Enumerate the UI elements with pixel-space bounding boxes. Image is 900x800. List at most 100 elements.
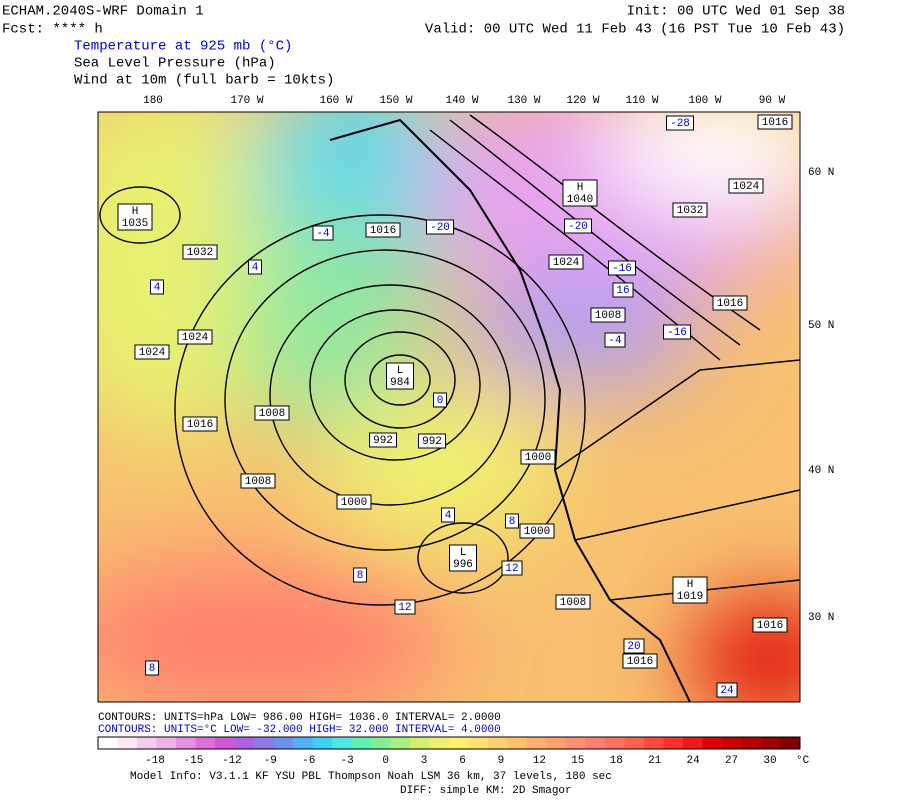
map-label: 992	[373, 435, 393, 447]
colorbar-swatch	[741, 737, 762, 749]
longitude-label: 180	[143, 95, 163, 107]
longitude-label: 160 W	[319, 95, 352, 107]
label-box	[612, 282, 634, 298]
map-label: 1024	[182, 332, 209, 344]
label-box	[728, 178, 764, 194]
label-box	[336, 494, 372, 510]
label-box	[716, 682, 738, 698]
valid-time: Valid: 00 UTC Wed 11 Feb 43 (16 PST Tue …	[425, 22, 845, 38]
colorbar-swatch	[702, 737, 723, 749]
colorbar-swatch	[117, 737, 138, 749]
label-box	[752, 617, 788, 633]
map-label: H	[132, 206, 139, 218]
colorbar-label: -15	[184, 755, 204, 767]
colorbar-swatch	[722, 737, 742, 749]
label-box	[520, 449, 556, 465]
colorbar-label: 0	[382, 755, 389, 767]
map-label: 984	[390, 377, 410, 389]
map-label: -16	[667, 327, 687, 339]
label-box	[622, 653, 658, 669]
label-box	[433, 392, 447, 408]
colorbar-swatch	[234, 737, 255, 749]
label-box	[604, 332, 626, 348]
longitude-label: 90 W	[759, 95, 786, 107]
map-label: 12	[398, 602, 411, 614]
map-label: -16	[612, 263, 632, 275]
colorbar-label: 18	[610, 755, 623, 767]
map-label: 1024	[553, 257, 580, 269]
colorbar-swatch	[98, 737, 118, 749]
map-label: L	[460, 547, 467, 559]
colorbar-swatch	[449, 737, 469, 749]
field-name: Temperature at 925 mb (°C)	[74, 39, 292, 55]
colorbar-swatch	[585, 737, 606, 749]
colorbar-label: -18	[145, 755, 165, 767]
label-box	[134, 344, 170, 360]
map-label: 1024	[139, 347, 166, 359]
colorbar-label: -9	[264, 755, 277, 767]
label-box	[757, 114, 793, 130]
colorbar-swatch	[605, 737, 625, 749]
colorbar-swatch	[488, 737, 508, 749]
colorbar-swatch	[683, 737, 703, 749]
colorbar-label: 15	[571, 755, 584, 767]
label-box	[386, 362, 414, 390]
colorbar-label: 21	[648, 755, 662, 767]
map-label: 1000	[524, 526, 550, 538]
map-label: 1032	[677, 205, 703, 217]
colorbar-swatch	[215, 737, 235, 749]
label-box	[150, 279, 164, 295]
colorbar-swatch	[156, 737, 177, 749]
latitude-label: 40 N	[808, 465, 834, 477]
map-label: 4	[252, 262, 259, 274]
map-label: -20	[568, 221, 588, 233]
colorbar-swatch	[273, 737, 294, 749]
latitude-label: 60 N	[808, 167, 834, 179]
label-box	[663, 324, 691, 340]
map-label: 1024	[733, 181, 760, 193]
label-box	[590, 307, 626, 323]
colorbar-label: 9	[498, 755, 505, 767]
colorbar-label: 24	[687, 755, 701, 767]
map-label: 8	[149, 663, 156, 675]
colorbar-swatch	[137, 737, 157, 749]
colorbar-swatch	[371, 737, 391, 749]
colorbar-label: 12	[533, 755, 546, 767]
map-label: 1016	[627, 656, 653, 668]
label-box	[418, 433, 446, 449]
label-box	[519, 523, 555, 539]
label-box	[145, 660, 159, 676]
colorbar-swatch	[390, 737, 411, 749]
label-box	[240, 473, 276, 489]
colorbar-swatch	[332, 737, 352, 749]
colorbar-swatch	[566, 737, 586, 749]
latitude-label: 50 N	[808, 320, 834, 332]
map-label: H	[577, 182, 584, 194]
label-box	[505, 513, 519, 529]
contour-info: CONTOURS: UNITS=°C LOW= -32.000 HIGH= 32…	[98, 724, 501, 736]
label-box	[501, 560, 523, 576]
label-box	[608, 260, 636, 276]
colorbar-swatch	[293, 737, 313, 749]
map-label: 1040	[567, 194, 593, 206]
colorbar-label: 6	[459, 755, 466, 767]
map-label: 8	[357, 570, 364, 582]
colorbar-swatch	[254, 737, 274, 749]
label-box	[449, 544, 477, 572]
map-label: 1008	[245, 476, 271, 488]
colorbar-swatch	[644, 737, 664, 749]
colorbar-swatch	[429, 737, 450, 749]
label-box	[369, 432, 397, 448]
label-box	[177, 329, 213, 345]
colorbar-label: 27	[725, 755, 738, 767]
map-label: 1019	[677, 591, 703, 603]
colorbar-swatch	[195, 737, 216, 749]
colorbar-label: -12	[222, 755, 242, 767]
map-label: 996	[453, 559, 473, 571]
forecast-hour: Fcst: **** h	[2, 22, 103, 38]
model-title: ECHAM.2040S-WRF Domain 1	[2, 4, 204, 20]
longitude-label: 110 W	[625, 95, 658, 107]
label-box	[312, 225, 334, 241]
